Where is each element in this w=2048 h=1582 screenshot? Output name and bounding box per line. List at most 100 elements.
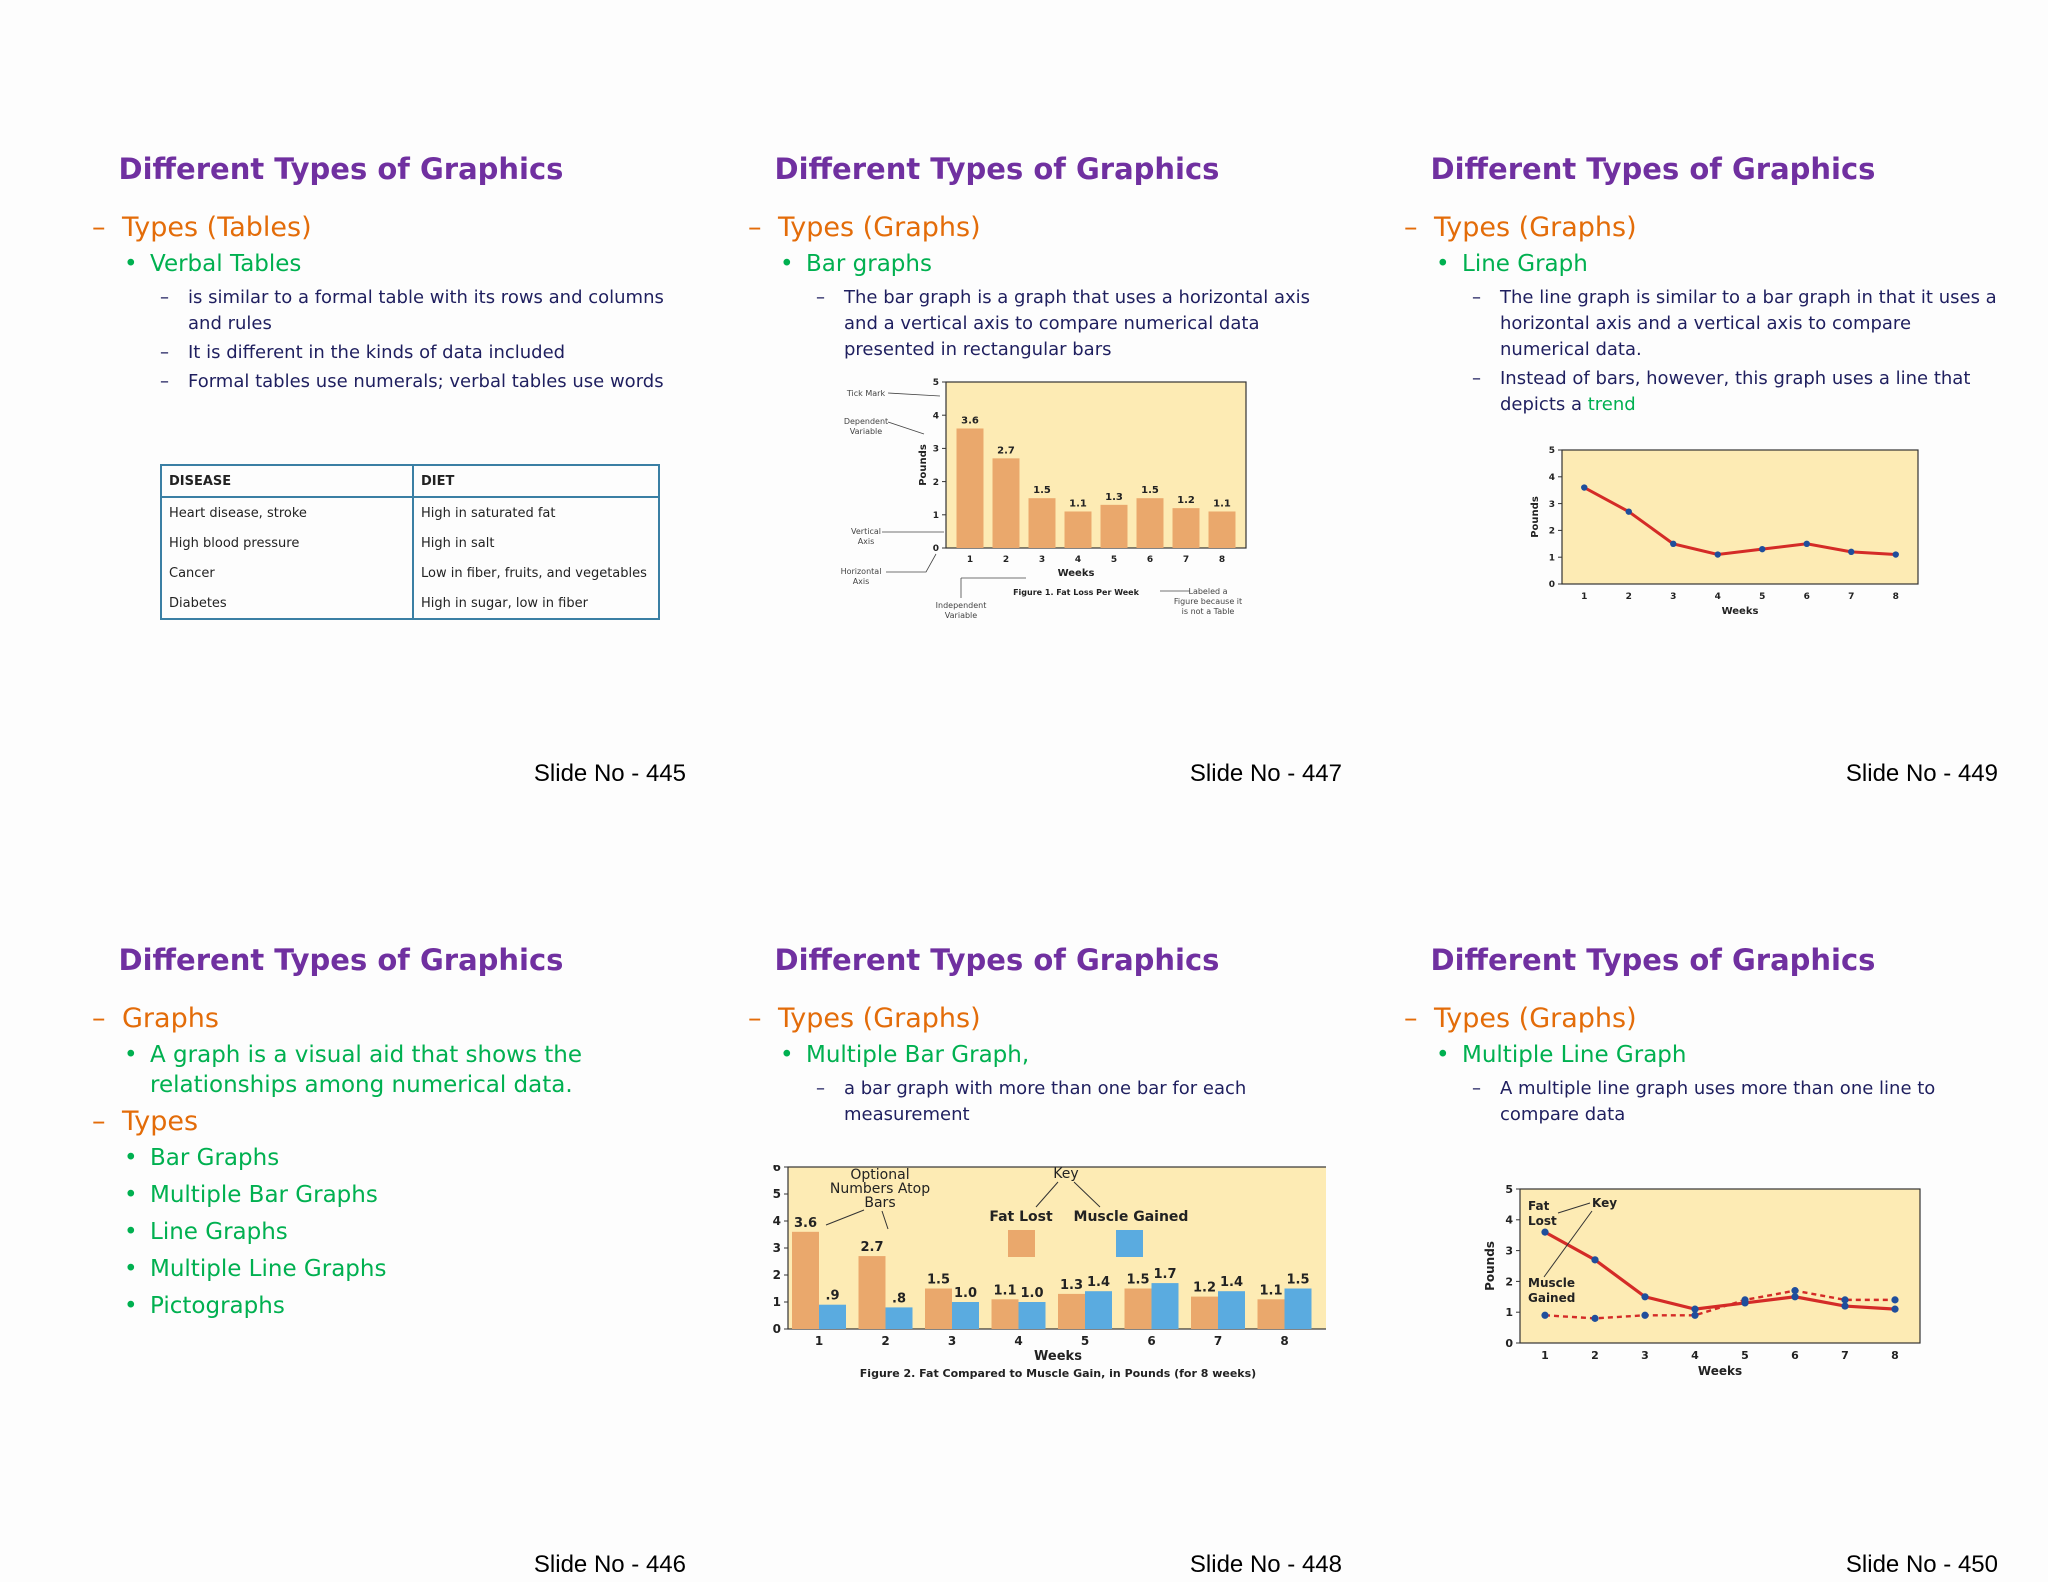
annotation-text: Numbers Atop: [830, 1181, 930, 1197]
level3-item: – is similar to a formal table with its r…: [160, 287, 664, 334]
level3-item: – Instead of bars, however, this graph us…: [1472, 368, 1971, 415]
x-tick-label: 7: [1214, 1334, 1222, 1348]
slide-number: Slide No - 446: [533, 1551, 686, 1578]
table-header: DIET: [413, 465, 660, 498]
bar: [1064, 511, 1092, 548]
x-tick-label: 6: [1147, 555, 1153, 565]
y-tick-label: 5: [1549, 446, 1555, 456]
bar-value-label: 1.5: [1126, 1273, 1149, 1288]
level3-text: is similar to a formal table with its ro…: [188, 287, 664, 334]
verbal-table: DISEASE DIET Heart disease, stroke High …: [160, 464, 660, 620]
plot-area: [1519, 1188, 1921, 1344]
multi-bar-chart: 0 1 2 3 4 5 6 3.6 .9 1 2.7 .8 2 1.5 1.0 3 1.1 1.0 4 1.3 1.4 5…: [773, 1165, 1326, 1380]
level3-item: – a bar graph with more than one bar for …: [816, 1078, 1247, 1125]
level3-text: The bar graph is a graph that uses a hor…: [844, 287, 1311, 360]
bar-value-label: 1.3: [1060, 1278, 1083, 1293]
trend-word: trend: [1587, 394, 1636, 415]
data-point: [1625, 508, 1632, 515]
level3-item: – A multiple line graph uses more than on…: [1472, 1078, 1936, 1125]
x-tick-label: 5: [1759, 592, 1765, 602]
level2-item: • Line Graphs: [124, 1219, 288, 1245]
level1-item: – Graphs: [92, 1003, 219, 1034]
data-point: [1803, 540, 1810, 547]
level2-text: Multiple Line Graph: [1462, 1042, 1687, 1068]
table-row: Cancer Low in fiber, fruits, and vegetab…: [161, 558, 660, 588]
x-tick-label: 2: [1591, 1349, 1599, 1362]
bar: [1028, 498, 1056, 548]
bar-value-label: 1.4: [1087, 1275, 1110, 1290]
x-tick-label: 7: [1841, 1349, 1849, 1362]
level2-item: • Multiple Line Graphs: [124, 1256, 387, 1282]
bar: [858, 1256, 886, 1329]
bar: [885, 1307, 913, 1329]
annotation-text: is not a Table: [1182, 607, 1235, 616]
level2-item: • Bar Graphs: [124, 1145, 280, 1171]
y-tick-label: 3: [933, 445, 939, 455]
level3-item: – The line graph is similar to a bar grap…: [1472, 287, 1997, 360]
level1-text: Types: [122, 1106, 199, 1137]
level3-text: A multiple line graph uses more than one…: [1500, 1078, 1936, 1125]
data-point: [1641, 1293, 1649, 1301]
x-axis-label: Weeks: [1698, 1364, 1742, 1378]
legend-swatch: [1008, 1230, 1035, 1257]
y-axis-label: Pounds: [1483, 1241, 1497, 1291]
annotation-line: [881, 1210, 889, 1230]
x-axis-label: Weeks: [1058, 568, 1095, 579]
bar-value-label: 1.1: [1259, 1283, 1282, 1298]
y-tick-label: 0: [773, 1322, 781, 1336]
annotation-text: Fat: [1528, 1199, 1550, 1213]
table-row: Heart disease, stroke High in saturated …: [161, 497, 660, 528]
x-tick-label: 8: [1280, 1334, 1288, 1348]
x-tick-label: 6: [1791, 1349, 1799, 1362]
level1-text: Types (Graphs): [1434, 1003, 1637, 1034]
x-tick-label: 4: [1691, 1349, 1699, 1362]
table-row: Diabetes High in sugar, low in fiber: [161, 588, 660, 619]
data-point: [1841, 1302, 1849, 1310]
table-header-row: DISEASE DIET: [161, 465, 660, 498]
level1-item: – Types (Graphs): [748, 1003, 981, 1034]
data-point: [1541, 1311, 1549, 1319]
bar-value-label: 3.6: [794, 1216, 817, 1231]
slide-449: Different Types of Graphics – Types (Grap…: [1312, 0, 1998, 791]
annotation-line: [1557, 1202, 1591, 1214]
slide-content: – Types (Graphs) • Bar graphs – The bar gra…: [748, 212, 1348, 366]
data-point: [1848, 548, 1855, 556]
y-tick-label: 1: [1549, 553, 1555, 563]
bar: [1136, 498, 1164, 548]
bar-value-label: 1.4: [1220, 1275, 1243, 1290]
bar-value-label: 1.2: [1193, 1281, 1216, 1296]
table-row: High blood pressure High in salt: [161, 528, 660, 558]
level3-item: – It is different in the kinds of data in…: [160, 342, 566, 363]
annotation-text: Independent: [936, 601, 987, 610]
y-tick-label: 6: [773, 1165, 781, 1174]
data-point: [1691, 1305, 1699, 1313]
x-tick-label: 6: [1147, 1334, 1155, 1348]
x-tick-label: 1: [967, 555, 973, 565]
table-cell: High in salt: [413, 528, 660, 558]
y-tick-label: 1: [773, 1295, 781, 1309]
y-tick-label: 3: [773, 1241, 781, 1255]
data-point: [1791, 1287, 1799, 1295]
slide-title: Different Types of Graphics: [774, 152, 1220, 186]
table-cell: Heart disease, stroke: [161, 497, 414, 528]
annotation-text: Axis: [853, 577, 870, 586]
table-header: DISEASE: [161, 465, 414, 498]
level3-text: Instead of bars, however, this graph use…: [1500, 368, 1971, 415]
level3-text: a bar graph with more than one bar for e…: [844, 1078, 1247, 1125]
slide-title: Different Types of Graphics: [1430, 943, 1876, 977]
annotation-text: Variable: [945, 611, 977, 620]
x-tick-label: 8: [1891, 1349, 1899, 1362]
bar-value-label: 1.1: [1213, 498, 1231, 509]
bar: [1191, 1296, 1218, 1329]
level1-item: – Types (Graphs): [1404, 1003, 1637, 1034]
data-point: [1691, 1311, 1699, 1319]
bar-value-label: 1.1: [993, 1283, 1016, 1298]
slide-448: Different Types of Graphics – Types (Grap…: [656, 791, 1342, 1582]
bar: [792, 1231, 819, 1329]
y-tick-label: 4: [1549, 473, 1555, 483]
plot-area: [1561, 449, 1919, 585]
slide-447: Different Types of Graphics – Types (Grap…: [656, 0, 1342, 791]
bar-value-label: 3.6: [961, 415, 979, 426]
bar: [992, 458, 1020, 548]
